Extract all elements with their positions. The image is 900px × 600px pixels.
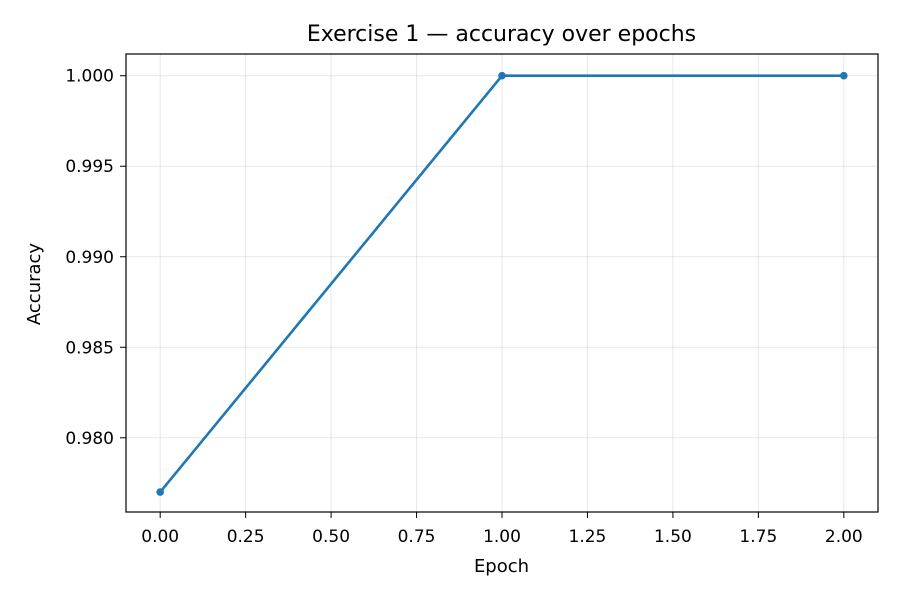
x-tick-label: 1.50 <box>654 527 692 547</box>
x-tick-label: 0.00 <box>141 527 179 547</box>
x-axis-label: Epoch <box>474 556 529 577</box>
grid-lines <box>126 54 878 512</box>
y-tick-label: 0.995 <box>65 157 114 177</box>
x-tick-label: 0.75 <box>398 527 436 547</box>
y-axis-label: Accuracy <box>24 243 45 326</box>
x-tick-label: 0.50 <box>312 527 350 547</box>
x-tick-label: 1.00 <box>483 527 521 547</box>
y-tick-label: 0.980 <box>65 429 114 449</box>
x-tick-label: 0.25 <box>227 527 265 547</box>
series-layer <box>156 71 848 496</box>
x-tick-label: 1.75 <box>739 527 777 547</box>
data-point <box>156 488 164 496</box>
y-tick-label: 1.000 <box>65 67 114 87</box>
data-point <box>498 71 506 80</box>
chart-title: Exercise 1 — accuracy over epochs <box>307 22 696 47</box>
x-tick-label: 1.25 <box>569 527 607 547</box>
x-tick-label: 2.00 <box>825 527 863 547</box>
axis-ticks: 0.00 0.25 0.50 0.75 1.00 1.25 1.50 1.75 2.00 0.98… <box>65 67 862 547</box>
y-tick-label: 0.990 <box>65 248 114 268</box>
y-tick-label: 0.985 <box>65 338 114 358</box>
data-point <box>840 71 848 80</box>
